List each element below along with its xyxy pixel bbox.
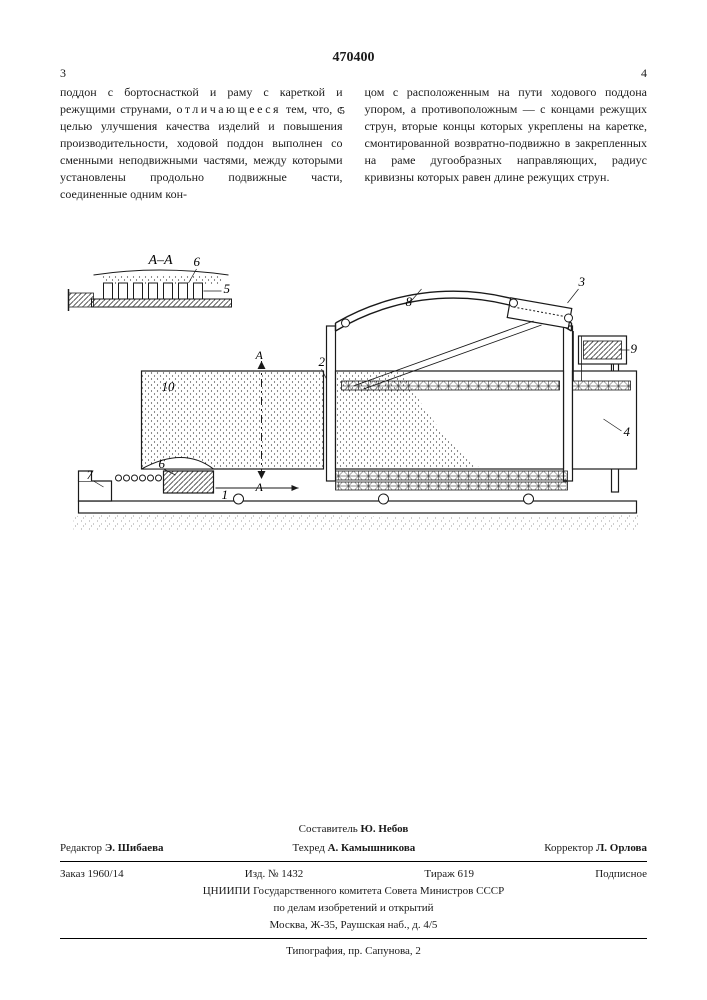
detail-AA — [69, 270, 234, 311]
page: 470400 3 4 поддон с бортоснасткой и раму… — [0, 0, 707, 1000]
ref-6a: 6 — [194, 254, 201, 269]
ref-7: 7 — [87, 467, 94, 482]
ref-5: 5 — [224, 281, 231, 296]
izd-no: Изд. № 1432 — [245, 866, 303, 883]
order-no: Заказ 1960/14 — [60, 866, 124, 883]
techred-label: Техред — [292, 842, 324, 854]
ref-9: 9 — [631, 341, 638, 356]
column-right: цом с расположенным на пути ходового под… — [365, 84, 648, 203]
ref-3: 3 — [578, 274, 586, 289]
page-number-left: 3 — [60, 66, 66, 81]
technical-drawing: А–А 6 5 10 2 8 3 9 4 7 6 1 А А — [60, 231, 647, 571]
svg-text:А: А — [255, 480, 264, 494]
editor-name: Э. Шибаева — [105, 842, 164, 854]
compiler-name: Ю. Небов — [360, 823, 408, 835]
ref-8: 8 — [406, 294, 413, 309]
chain — [116, 475, 162, 481]
doc-number: 470400 — [60, 50, 647, 66]
address: Москва, Ж-35, Раушская наб., д. 4/5 — [60, 917, 647, 934]
ref-4: 4 — [624, 424, 631, 439]
org-line-1: ЦНИИПИ Государственного комитета Совета … — [60, 883, 647, 900]
corrector-label: Корректор — [544, 842, 593, 854]
printer: Типография, пр. Сапунова, 2 — [60, 943, 647, 960]
editor-label: Редактор — [60, 842, 102, 854]
colophon: Составитель Ю. Небов Редактор Э. Шибаева… — [60, 821, 647, 960]
corrector-name: Л. Орлова — [596, 842, 647, 854]
carriage — [507, 298, 572, 328]
line-marker-5: 5 — [339, 105, 345, 117]
compiler-label: Составитель — [299, 823, 358, 835]
sign: Подписное — [595, 866, 647, 883]
ref-6: 6 — [159, 456, 166, 471]
figure-svg: А–А 6 5 10 2 8 3 9 4 7 6 1 А А — [60, 231, 647, 571]
page-number-right: 4 — [641, 66, 647, 81]
column-left: поддон с бортоснасткой и раму с кареткой… — [60, 84, 343, 203]
org-line-2: по делам изобретений и открытий — [60, 900, 647, 917]
ref-10: 10 — [162, 379, 176, 394]
svg-text:А: А — [255, 348, 264, 362]
ref-2: 2 — [319, 354, 326, 369]
label-AA: А–А — [148, 253, 174, 268]
tirazh: Тираж 619 — [424, 866, 474, 883]
right-text: цом с расположенным на пути ходового под… — [365, 85, 648, 184]
left-text: поддон с бортоснасткой и раму с кареткой… — [60, 85, 343, 201]
ref-1: 1 — [222, 487, 229, 502]
techred-name: А. Камышникова — [328, 842, 416, 854]
text-columns: 3 4 поддон с бортоснасткой и раму с каре… — [60, 84, 647, 203]
